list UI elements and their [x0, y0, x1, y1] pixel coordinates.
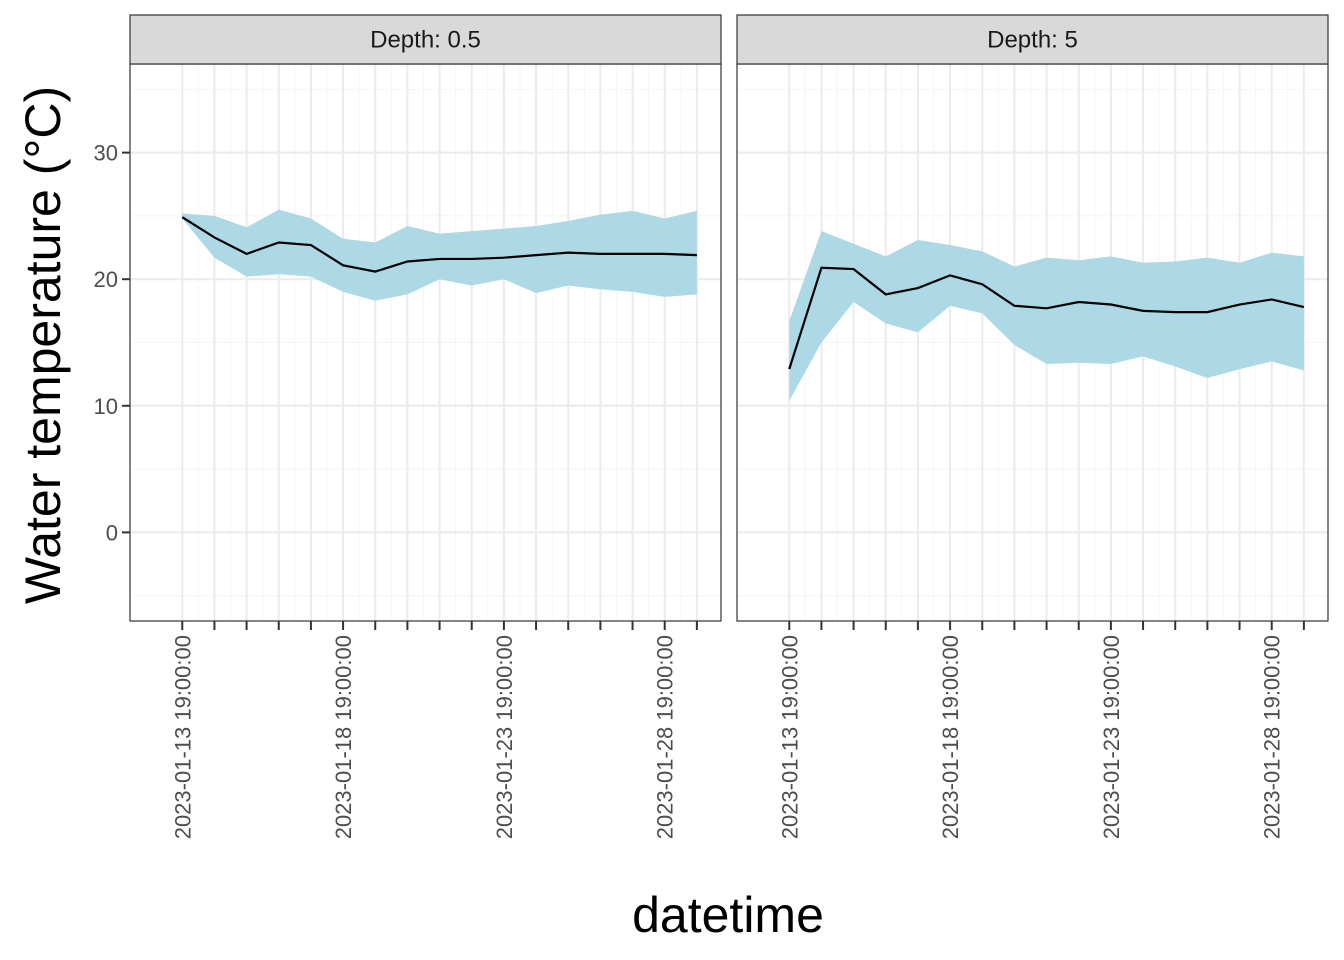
- y-tick-label: 0: [106, 520, 118, 545]
- x-tick-label: 2023-01-18 19:00:00: [331, 635, 356, 839]
- x-tick-label: 2023-01-13 19:00:00: [777, 635, 802, 839]
- confidence-ribbon: [789, 231, 1304, 401]
- panel-depth-5: Depth: 5 2023-01-13 19:00:00 2023-01-18 19…: [736, 14, 1329, 839]
- mean-line: [788, 266, 1305, 370]
- y-tick-label: 10: [94, 394, 118, 419]
- y-axis-title: Water temperature (°C): [15, 86, 71, 604]
- x-tick-label: 2023-01-13 19:00:00: [170, 635, 195, 839]
- x-axis-title: datetime: [632, 887, 824, 943]
- x-tick-label: 2023-01-23 19:00:00: [1099, 635, 1124, 839]
- confidence-ribbon: [182, 209, 697, 301]
- facet-strip: [736, 14, 1329, 65]
- mean-line: [181, 216, 697, 273]
- x-tick-label: 2023-01-28 19:00:00: [653, 635, 678, 839]
- facet-strip: [129, 14, 722, 65]
- x-tick-label: 2023-01-23 19:00:00: [492, 635, 517, 839]
- panel-depth-0-5: Depth: 0.5 2023-01-13 19:00:00 2023-01-18 …: [94, 14, 722, 839]
- x-tick-label: 2023-01-18 19:00:00: [938, 635, 963, 839]
- facet-strip-label: Depth: 5: [987, 27, 1078, 54]
- facet-strip-label: Depth: 0.5: [370, 27, 481, 54]
- x-tick-label: 2023-01-28 19:00:00: [1260, 635, 1285, 839]
- y-tick-label: 20: [94, 267, 118, 292]
- y-tick-label: 30: [94, 141, 118, 166]
